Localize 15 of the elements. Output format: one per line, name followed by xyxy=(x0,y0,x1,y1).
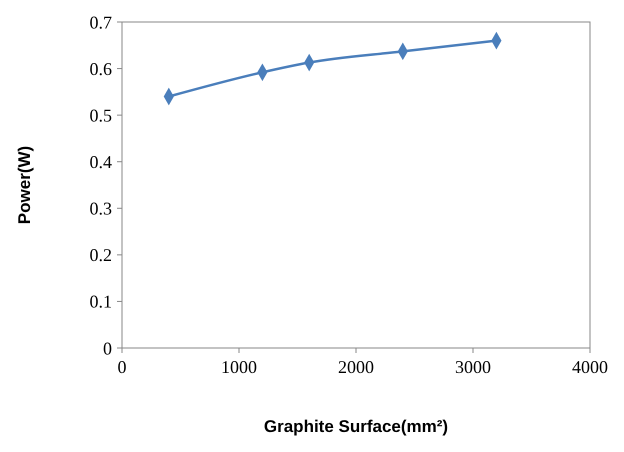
y-tick-label: 0.6 xyxy=(90,58,112,79)
y-tick-label: 0.4 xyxy=(90,152,112,172)
y-tick-label: 0.7 xyxy=(90,12,112,32)
x-tick-label: 3000 xyxy=(455,357,491,377)
x-tick-label: 1000 xyxy=(221,357,257,377)
y-tick-label: 0.5 xyxy=(90,105,112,126)
x-axis-title: Graphite Surface(mm²) xyxy=(264,417,448,436)
y-tick-label: 0.3 xyxy=(90,198,112,219)
y-tick-label: 0.1 xyxy=(90,292,112,312)
x-tick-label: 2000 xyxy=(338,357,374,377)
y-tick-label: 0 xyxy=(103,338,112,358)
y-axis-title: Power(W) xyxy=(15,146,34,224)
y-tick-label: 0.2 xyxy=(90,245,112,266)
x-tick-label: 4000 xyxy=(572,357,608,377)
x-tick-label: 0 xyxy=(118,357,126,377)
